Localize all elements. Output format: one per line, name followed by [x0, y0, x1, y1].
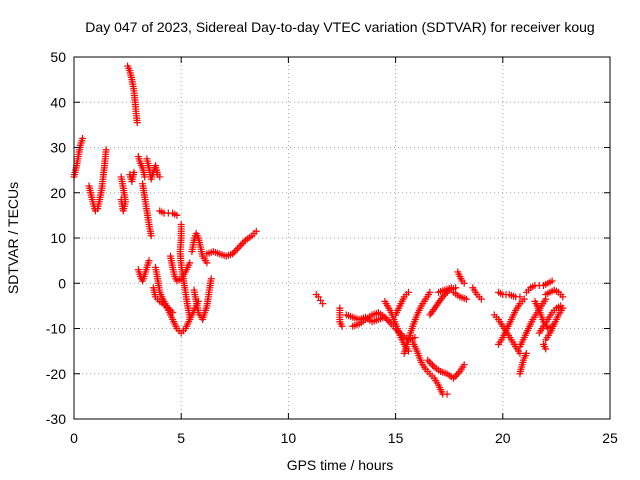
data-point — [424, 356, 432, 364]
y-axis-label: SDTVAR / TECUs — [5, 182, 21, 294]
x-tick-label: 25 — [602, 430, 618, 446]
data-points — [70, 62, 567, 398]
data-point — [540, 340, 548, 348]
data-point — [454, 369, 462, 377]
data-point — [443, 390, 451, 398]
data-point — [145, 257, 153, 265]
data-point — [238, 240, 246, 248]
data-point — [384, 317, 392, 325]
data-point — [186, 259, 194, 267]
data-point — [319, 300, 327, 308]
data-point — [117, 196, 125, 204]
data-point — [522, 349, 530, 357]
y-tick-label: 0 — [58, 275, 66, 291]
data-point — [427, 360, 435, 368]
data-point — [314, 293, 322, 301]
x-tick-label: 15 — [388, 430, 404, 446]
data-point — [516, 293, 524, 301]
y-tick-label: 20 — [50, 185, 66, 201]
data-point — [381, 313, 389, 321]
data-point — [229, 250, 237, 258]
y-tick-label: 40 — [50, 94, 66, 110]
data-point — [460, 279, 468, 287]
y-tick-label: -10 — [46, 321, 66, 337]
y-tick-label: 50 — [50, 49, 66, 65]
data-point — [548, 277, 556, 285]
data-point — [439, 293, 447, 301]
data-point — [447, 284, 455, 292]
data-point — [520, 295, 528, 303]
data-point — [240, 238, 248, 246]
data-point — [141, 173, 149, 181]
data-point — [232, 246, 240, 254]
x-tick-label: 10 — [281, 430, 297, 446]
y-tick-label: -30 — [46, 411, 66, 427]
data-point — [477, 295, 485, 303]
data-point — [426, 288, 434, 296]
x-tick-label: 20 — [495, 430, 511, 446]
data-point — [79, 134, 87, 142]
data-point — [449, 374, 457, 382]
data-point — [173, 211, 181, 219]
data-point — [130, 168, 138, 176]
x-tick-label: 5 — [177, 430, 185, 446]
data-point — [147, 232, 155, 240]
data-point — [102, 146, 110, 154]
data-point — [382, 315, 390, 323]
data-point — [462, 295, 470, 303]
data-point — [207, 275, 215, 283]
data-point — [453, 371, 461, 379]
grid-layer — [74, 57, 610, 419]
data-point — [235, 243, 243, 251]
data-point — [203, 259, 211, 267]
data-point — [559, 293, 567, 301]
data-point — [425, 358, 433, 366]
data-point — [429, 361, 437, 369]
data-point — [338, 322, 346, 330]
data-point — [230, 248, 238, 256]
data-point — [516, 349, 524, 357]
y-tick-label: -20 — [46, 366, 66, 382]
x-axis-label: GPS time / hours — [287, 457, 394, 473]
data-point — [451, 373, 459, 381]
data-point — [559, 304, 567, 312]
chart-title: Day 047 of 2023, Sidereal Day-to-day VTE… — [85, 19, 594, 35]
axis-ticks: 0 5 10 15 20 25 -30 -20 -10 0 10 20 30 40 50 — [46, 49, 618, 446]
y-tick-label: 30 — [50, 140, 66, 156]
data-point — [252, 227, 260, 235]
data-point — [404, 288, 412, 296]
data-point — [156, 173, 164, 181]
data-point — [460, 361, 468, 369]
data-point — [233, 245, 241, 253]
data-point — [133, 119, 141, 127]
y-tick-label: 10 — [50, 230, 66, 246]
data-point — [237, 241, 245, 249]
x-tick-label: 0 — [70, 430, 78, 446]
data-point — [186, 313, 194, 321]
